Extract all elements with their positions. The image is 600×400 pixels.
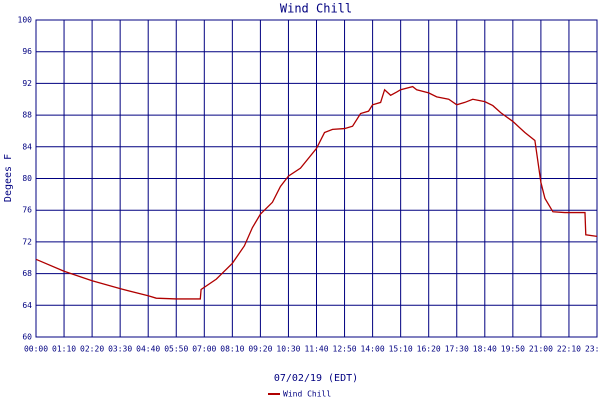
x-tick-label: 14:00 (361, 345, 385, 354)
x-tick-label: 07:00 (192, 345, 216, 354)
x-tick-label: 08:10 (220, 345, 244, 354)
x-tick-label: 09:20 (248, 345, 272, 354)
chart-title: Wind Chill (280, 2, 352, 16)
x-axis-label: 07/02/19 (EDT) (274, 373, 358, 384)
y-tick-label: 68 (22, 269, 32, 278)
x-tick-label: 12:50 (333, 345, 357, 354)
y-tick-label: 64 (22, 301, 32, 310)
x-tick-label: 01:10 (52, 345, 76, 354)
x-tick-label: 05:50 (164, 345, 188, 354)
y-axis-label: Degees F (3, 154, 14, 202)
x-tick-label: 00:00 (24, 345, 48, 354)
y-tick-label: 96 (22, 47, 32, 56)
y-tick-label: 92 (22, 79, 32, 88)
x-tick-label: 19:50 (501, 345, 525, 354)
y-tick-label: 80 (22, 174, 32, 183)
x-tick-label: 23:20 (585, 345, 600, 354)
y-tick-label: 60 (22, 333, 32, 342)
legend-label: Wind Chill (283, 390, 331, 399)
x-tick-label: 15:10 (389, 345, 413, 354)
x-tick-label: 04:40 (136, 345, 160, 354)
x-tick-label: 16:20 (417, 345, 441, 354)
y-tick-label: 88 (22, 111, 32, 120)
x-tick-label: 18:40 (473, 345, 497, 354)
x-tick-label: 03:30 (108, 345, 132, 354)
x-tick-label: 22:10 (557, 345, 581, 354)
x-tick-label: 17:30 (445, 345, 469, 354)
y-tick-label: 76 (22, 206, 32, 215)
x-tick-label: 21:00 (529, 345, 553, 354)
x-tick-label: 11:40 (304, 345, 328, 354)
y-tick-label: 100 (18, 16, 33, 25)
x-tick-label: 02:20 (80, 345, 104, 354)
data-line (35, 85, 598, 300)
y-tick-label: 72 (22, 237, 32, 246)
x-tick-label: 10:30 (276, 345, 300, 354)
y-tick-label: 84 (22, 142, 32, 151)
